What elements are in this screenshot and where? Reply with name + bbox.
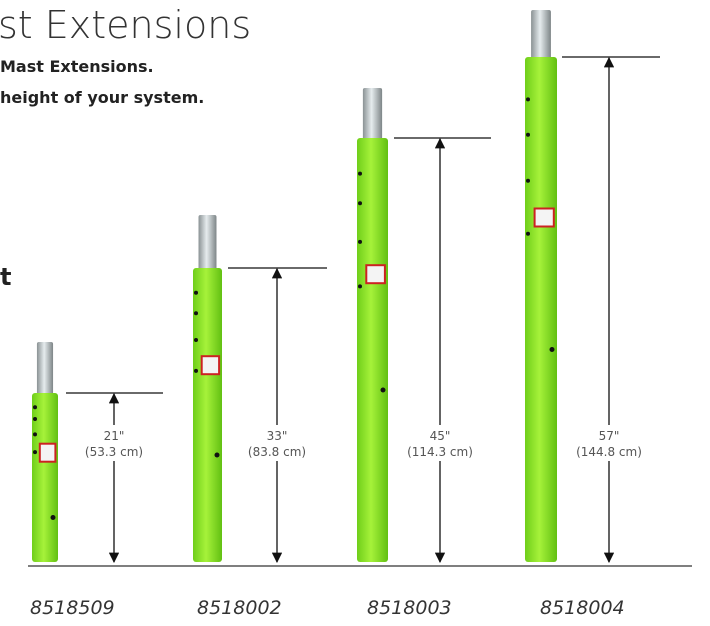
height-label: 33" — [267, 429, 288, 443]
pin-hole — [549, 347, 555, 352]
heading-fragment: t — [0, 263, 11, 291]
height-metric-label: (114.3 cm) — [407, 445, 473, 459]
pin-hole — [358, 171, 362, 176]
pin-hole — [50, 515, 56, 520]
pin-hole — [526, 231, 530, 236]
intro-line: Mast Extensions. — [0, 57, 154, 76]
pin-hole — [33, 450, 37, 455]
mast-body — [357, 138, 388, 562]
model-number: 8518004 — [540, 597, 625, 619]
height-metric-label: (144.8 cm) — [576, 445, 642, 459]
model-number: 8518509 — [30, 597, 115, 619]
mast-body — [193, 268, 222, 562]
label-backing — [575, 425, 643, 461]
pin-hole — [214, 452, 220, 458]
pin-hole — [526, 178, 530, 183]
pin-hole — [526, 97, 530, 102]
pin-hole — [194, 290, 198, 295]
warning-label — [200, 355, 221, 376]
mast-body — [525, 57, 557, 562]
intro-line: height of your system. — [0, 88, 204, 107]
label-backing — [406, 425, 474, 461]
height-label: 57" — [599, 429, 620, 443]
mast-tube — [362, 88, 383, 142]
mast-tube — [36, 342, 54, 397]
height-label: 21" — [104, 429, 125, 443]
label-backing — [243, 425, 311, 461]
model-number: 8518002 — [197, 597, 282, 619]
pin-hole — [194, 311, 198, 316]
pin-hole — [380, 387, 386, 393]
mast-tube — [198, 215, 217, 272]
pin-hole — [33, 405, 37, 410]
pin-hole — [358, 239, 362, 244]
warning-label — [365, 264, 386, 285]
height-metric-label: (83.8 cm) — [248, 445, 306, 459]
title: st Extensions — [0, 3, 251, 47]
pin-hole — [526, 132, 530, 137]
warning-label — [38, 442, 57, 463]
height-metric-label: (53.3 cm) — [85, 445, 143, 459]
pin-hole — [33, 417, 37, 422]
pin-hole — [194, 368, 198, 373]
height-label: 45" — [430, 429, 451, 443]
label-backing — [80, 425, 148, 461]
pin-hole — [358, 284, 362, 289]
pin-hole — [33, 432, 37, 437]
masts: 21" (53.3 cm) 8518509 33" (83.8 cm) 8518002 45… — [30, 10, 660, 619]
mast-tube — [531, 10, 551, 61]
pin-hole — [358, 201, 362, 206]
pin-hole — [194, 338, 198, 343]
model-number: 8518003 — [367, 597, 452, 619]
mast-body — [32, 393, 58, 562]
warning-label — [533, 207, 555, 228]
